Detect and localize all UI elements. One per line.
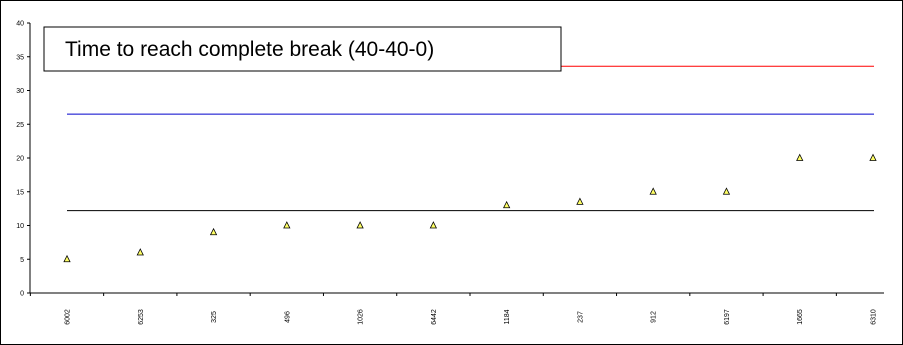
x-tick-label: 6442 xyxy=(431,309,438,325)
y-tick-label: 25 xyxy=(16,122,24,129)
y-tick-label: 20 xyxy=(16,156,24,163)
y-tick-label: 30 xyxy=(16,88,24,95)
x-tick-label: 325 xyxy=(211,311,218,323)
x-tick-label: 496 xyxy=(284,311,291,323)
data-points xyxy=(63,153,877,263)
data-point xyxy=(576,197,584,205)
x-tick-label: 6310 xyxy=(871,309,878,325)
x-tick-label: 1026 xyxy=(358,309,365,325)
x-tick-label: 1184 xyxy=(504,309,511,324)
y-tick-label: 40 xyxy=(16,21,24,28)
x-tick-label: 6253 xyxy=(138,309,145,325)
data-point xyxy=(356,221,364,229)
y-tick-label: 5 xyxy=(20,257,24,264)
data-point xyxy=(796,153,804,161)
data-point xyxy=(209,227,218,236)
data-point xyxy=(722,187,731,195)
chart-title: Time to reach complete break (40-40-0) xyxy=(65,38,434,61)
x-tick-label: 6197 xyxy=(724,309,731,325)
x-axis: 6002 6253 325 496 1026 6442 1184 237 912 6197 1665… xyxy=(29,292,884,325)
x-tick-label: 1665 xyxy=(797,309,804,325)
y-tick-label: 0 xyxy=(20,291,24,298)
x-tick-label: 237 xyxy=(577,311,584,323)
y-axis: 0 5 10 15 20 25 30 35 40 xyxy=(16,21,31,298)
x-tick-label: 6002 xyxy=(65,309,72,325)
y-tick-label: 35 xyxy=(16,54,24,61)
data-point xyxy=(869,153,877,161)
x-tick-label: 912 xyxy=(651,311,658,323)
data-point xyxy=(283,221,291,229)
title-box xyxy=(43,26,562,72)
data-point xyxy=(63,254,71,263)
y-tick-label: 15 xyxy=(16,189,24,196)
reference-lines xyxy=(67,65,874,212)
data-point xyxy=(502,200,511,209)
y-tick-label: 10 xyxy=(16,223,24,230)
data-point xyxy=(136,248,144,256)
data-point xyxy=(429,221,438,229)
chart-title-box: Time to reach complete break (40-40-0) xyxy=(43,26,562,72)
data-point xyxy=(649,187,657,195)
